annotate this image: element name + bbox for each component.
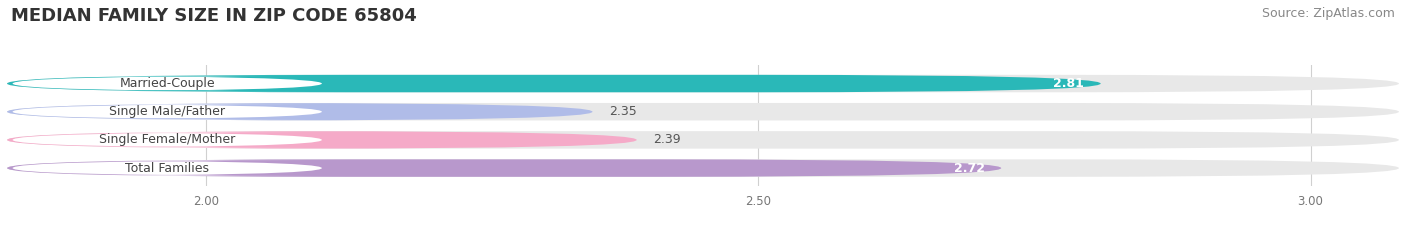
FancyBboxPatch shape	[13, 104, 322, 119]
FancyBboxPatch shape	[7, 103, 1399, 120]
Text: 2.39: 2.39	[654, 134, 681, 146]
FancyBboxPatch shape	[7, 103, 592, 120]
FancyBboxPatch shape	[7, 75, 1101, 92]
FancyBboxPatch shape	[7, 159, 1001, 177]
Text: 2.81: 2.81	[1053, 77, 1084, 90]
Text: Total Families: Total Families	[125, 161, 209, 175]
FancyBboxPatch shape	[7, 131, 1399, 149]
Text: MEDIAN FAMILY SIZE IN ZIP CODE 65804: MEDIAN FAMILY SIZE IN ZIP CODE 65804	[11, 7, 418, 25]
Text: Single Female/Mother: Single Female/Mother	[98, 134, 235, 146]
Text: Single Male/Father: Single Male/Father	[110, 105, 225, 118]
Text: 2.72: 2.72	[953, 161, 984, 175]
Text: Source: ZipAtlas.com: Source: ZipAtlas.com	[1261, 7, 1395, 20]
Text: 2.35: 2.35	[609, 105, 637, 118]
FancyBboxPatch shape	[7, 131, 637, 149]
FancyBboxPatch shape	[7, 75, 1399, 92]
FancyBboxPatch shape	[13, 161, 322, 176]
FancyBboxPatch shape	[7, 159, 1399, 177]
Text: Married-Couple: Married-Couple	[120, 77, 215, 90]
FancyBboxPatch shape	[13, 76, 322, 91]
FancyBboxPatch shape	[13, 132, 322, 147]
